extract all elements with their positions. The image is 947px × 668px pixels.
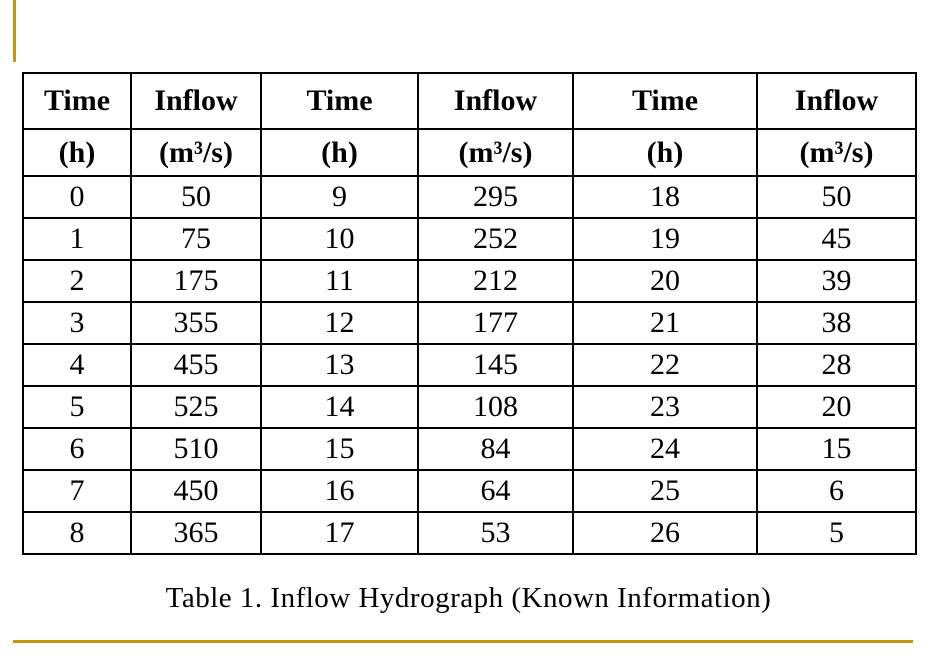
table-body: 0 50 9 295 18 50 1 75 10 252 19 45 2 175 11 212 20 39 3 355… [22, 175, 917, 555]
table-cell: 6 [756, 469, 917, 513]
table-cell: 510 [130, 427, 262, 471]
table-cell: 525 [130, 385, 262, 429]
table-cell: 15 [260, 427, 419, 471]
inflow-hydrograph-table: Time Inflow Time Inflow Time Inflow (h) … [22, 72, 917, 555]
table-cell: 14 [260, 385, 419, 429]
table-cell: 5 [756, 511, 917, 555]
column-unit: (h) [260, 128, 419, 177]
table-cell: 12 [260, 301, 419, 345]
unit-row: (h) (m³/s) (h) (m³/s) (h) (m³/s) [22, 128, 917, 177]
table-row: 8 365 17 53 26 5 [22, 511, 917, 555]
table-cell: 20 [572, 259, 758, 303]
table-row: 3 355 12 177 21 38 [22, 301, 917, 345]
table-cell: 13 [260, 343, 419, 387]
table-caption: Table 1. Inflow Hydrograph (Known Inform… [165, 582, 772, 614]
table-cell: 108 [417, 385, 574, 429]
table-cell: 84 [417, 427, 574, 471]
gold-accent-bottom-rule [13, 640, 913, 643]
table-cell: 212 [417, 259, 574, 303]
table-row: 1 75 10 252 19 45 [22, 217, 917, 261]
table-cell: 25 [572, 469, 758, 513]
table-cell: 50 [130, 175, 262, 219]
table-cell: 3 [22, 301, 132, 345]
table-cell: 28 [756, 343, 917, 387]
table-cell: 365 [130, 511, 262, 555]
column-unit: (m³/s) [756, 128, 917, 177]
table-cell: 16 [260, 469, 419, 513]
table-cell: 19 [572, 217, 758, 261]
table-cell: 26 [572, 511, 758, 555]
table-cell: 0 [22, 175, 132, 219]
table-row: 0 50 9 295 18 50 [22, 175, 917, 219]
table-row: 7 450 16 64 25 6 [22, 469, 917, 513]
table-cell: 7 [22, 469, 132, 513]
table-header: Time Inflow Time Inflow Time Inflow (h) … [22, 72, 917, 177]
table-cell: 39 [756, 259, 917, 303]
table-cell: 1 [22, 217, 132, 261]
table-cell: 53 [417, 511, 574, 555]
table-cell: 64 [417, 469, 574, 513]
column-header: Inflow [756, 72, 917, 130]
column-header: Time [572, 72, 758, 130]
table-cell: 24 [572, 427, 758, 471]
table-cell: 5 [22, 385, 132, 429]
column-unit: (h) [22, 128, 132, 177]
table-cell: 2 [22, 259, 132, 303]
table-cell: 45 [756, 217, 917, 261]
table-row: 6 510 15 84 24 15 [22, 427, 917, 471]
table-cell: 252 [417, 217, 574, 261]
column-header: Inflow [130, 72, 262, 130]
table-cell: 18 [572, 175, 758, 219]
table-cell: 11 [260, 259, 419, 303]
table-cell: 177 [417, 301, 574, 345]
table-cell: 22 [572, 343, 758, 387]
table-cell: 15 [756, 427, 917, 471]
table-row: 5 525 14 108 23 20 [22, 385, 917, 429]
table-cell: 50 [756, 175, 917, 219]
table-cell: 4 [22, 343, 132, 387]
header-row: Time Inflow Time Inflow Time Inflow [22, 72, 917, 130]
table-cell: 8 [22, 511, 132, 555]
column-header: Inflow [417, 72, 574, 130]
column-unit: (m³/s) [130, 128, 262, 177]
column-header: Time [260, 72, 419, 130]
table-cell: 75 [130, 217, 262, 261]
table-cell: 10 [260, 217, 419, 261]
gold-accent-vertical-line [13, 0, 16, 62]
table-cell: 145 [417, 343, 574, 387]
table-cell: 6 [22, 427, 132, 471]
table-cell: 23 [572, 385, 758, 429]
column-unit: (m³/s) [417, 128, 574, 177]
table-cell: 9 [260, 175, 419, 219]
table-cell: 38 [756, 301, 917, 345]
table-cell: 21 [572, 301, 758, 345]
column-header: Time [22, 72, 132, 130]
table-cell: 20 [756, 385, 917, 429]
column-unit: (h) [572, 128, 758, 177]
table-cell: 450 [130, 469, 262, 513]
table-row: 4 455 13 145 22 28 [22, 343, 917, 387]
table-cell: 355 [130, 301, 262, 345]
table-cell: 17 [260, 511, 419, 555]
table-cell: 175 [130, 259, 262, 303]
table-cell: 295 [417, 175, 574, 219]
table-cell: 455 [130, 343, 262, 387]
table-row: 2 175 11 212 20 39 [22, 259, 917, 303]
